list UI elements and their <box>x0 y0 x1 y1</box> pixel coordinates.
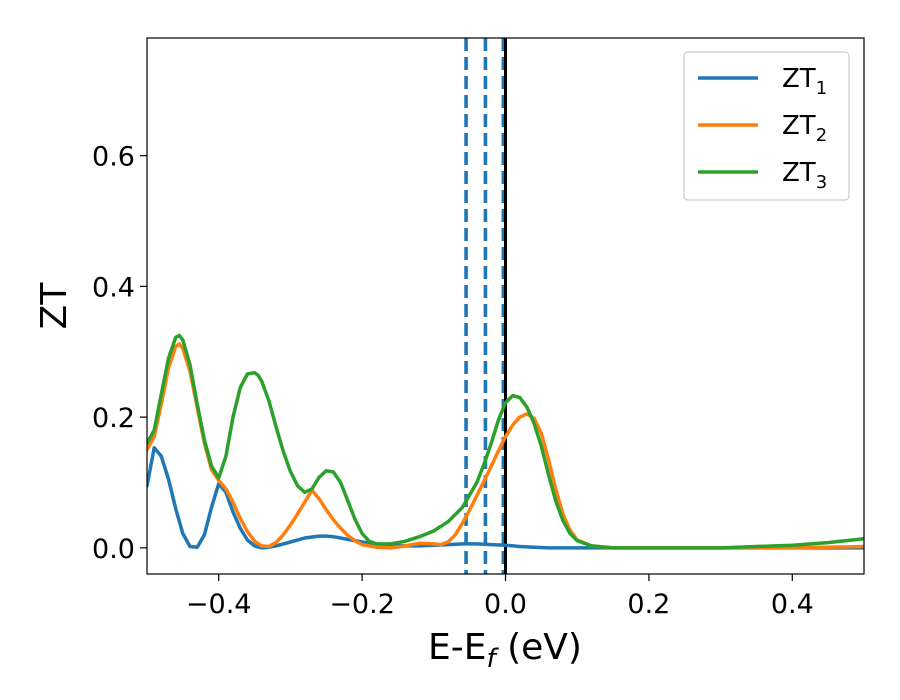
y-tick-label: 0.2 <box>92 403 135 434</box>
series-line-zt1 <box>147 446 864 550</box>
x-tick-label: −0.4 <box>186 589 252 620</box>
y-tick-label: 0.6 <box>92 142 135 173</box>
y-tick-label: 0.0 <box>92 534 135 565</box>
y-axis-ticks: 0.0 0.2 0.4 0.6 <box>92 142 147 565</box>
x-tick-label: 0.0 <box>484 589 527 620</box>
y-tick-label: 0.4 <box>92 272 135 303</box>
y-axis-label: ZT <box>34 282 75 330</box>
x-axis-label-main: E-E <box>428 627 486 668</box>
legend-frame <box>683 51 850 201</box>
x-axis-label: E-Ef (eV) <box>428 627 582 674</box>
legend-label-zt2: ZT2 <box>782 111 827 146</box>
x-axis-ticks: −0.4 −0.2 0.0 0.2 0.4 <box>186 574 814 620</box>
legend-label-zt3: ZT3 <box>782 158 827 193</box>
series-group <box>147 333 864 550</box>
x-axis-label-unit: (eV) <box>496 627 582 668</box>
vertical-reference-lines <box>464 38 507 574</box>
legend: ZT1 ZT2 ZT3 <box>683 51 850 201</box>
legend-label-zt1: ZT1 <box>782 64 827 99</box>
x-tick-label: 0.4 <box>771 589 814 620</box>
x-tick-label: 0.2 <box>627 589 670 620</box>
series-line-zt3 <box>147 333 864 550</box>
x-tick-label: −0.2 <box>329 589 395 620</box>
